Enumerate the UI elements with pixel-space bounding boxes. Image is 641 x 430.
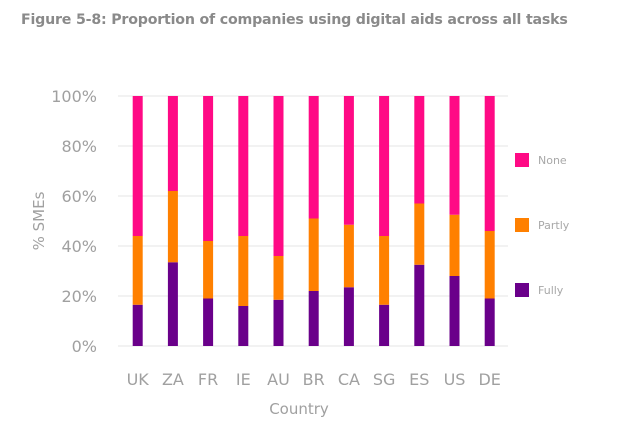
bar-stack-us (449, 96, 460, 346)
x-tick-labels: UK ZA FR IE AU BR CA SG ES US DE (127, 370, 501, 389)
x-tick-label: US (444, 370, 466, 389)
bar-segment-fully (203, 298, 214, 346)
bar-segment-fully (273, 299, 284, 346)
legend-item-partly: Partly (515, 218, 570, 232)
bar-segment-none (203, 96, 214, 241)
bars (132, 96, 495, 346)
bar-segment-fully (238, 306, 249, 346)
bar-segment-fully (414, 264, 425, 346)
bar-segment-partly (484, 231, 495, 299)
bar-segment-partly (379, 236, 390, 305)
bar-segment-fully (167, 262, 178, 346)
bar-segment-fully (449, 276, 460, 346)
bar-segment-none (484, 96, 495, 231)
bar-segment-fully (379, 304, 390, 346)
bar-segment-none (308, 96, 319, 219)
x-tick-label: CA (338, 370, 360, 389)
bar-segment-partly (167, 191, 178, 263)
x-tick-label: BR (303, 370, 325, 389)
bar-segment-fully (132, 304, 143, 346)
bar-segment-partly (449, 214, 460, 276)
bar-segment-partly (273, 256, 284, 300)
bar-stack-sg (379, 96, 390, 346)
y-tick-labels: 0% 20% 40% 60% 80% 100% (51, 87, 97, 356)
bar-stack-ca (343, 96, 354, 346)
bar-stack-ie (238, 96, 249, 346)
y-tick-label: 60% (61, 187, 97, 206)
legend-swatch-none (515, 153, 529, 167)
x-tick-label: ES (409, 370, 429, 389)
bar-segment-partly (132, 236, 143, 305)
bar-segment-partly (308, 218, 319, 291)
x-tick-label: IE (236, 370, 251, 389)
y-axis-title: % SMEs (30, 191, 48, 250)
bar-stack-br (308, 96, 319, 346)
legend-item-none: None (515, 153, 567, 167)
bar-segment-none (238, 96, 249, 236)
y-tick-label: 20% (61, 287, 97, 306)
y-tick-label: 80% (61, 137, 97, 156)
y-tick-label: 0% (72, 337, 97, 356)
bar-stack-fr (203, 96, 214, 346)
legend-item-fully: Fully (515, 283, 564, 297)
figure-title: Figure 5-8: Proportion of companies usin… (21, 12, 568, 28)
legend-label: Partly (538, 219, 570, 232)
legend-swatch-fully (515, 283, 529, 297)
bar-segment-none (167, 96, 178, 191)
bar-segment-fully (308, 291, 319, 346)
bar-segment-none (379, 96, 390, 236)
x-tick-label: DE (478, 370, 500, 389)
x-axis-title: Country (269, 400, 329, 418)
legend: None Partly Fully (515, 153, 570, 297)
legend-label: Fully (538, 284, 564, 297)
x-tick-label: ZA (162, 370, 184, 389)
bar-segment-partly (203, 241, 214, 299)
y-tick-label: 40% (61, 237, 97, 256)
bar-segment-fully (484, 298, 495, 346)
bar-segment-fully (343, 287, 354, 346)
bar-segment-none (132, 96, 143, 236)
bar-segment-none (449, 96, 460, 215)
bar-stack-au (273, 96, 284, 346)
x-tick-label: AU (267, 370, 290, 389)
x-tick-label: SG (373, 370, 396, 389)
y-tick-label: 100% (51, 87, 97, 106)
legend-swatch-partly (515, 218, 529, 232)
bar-segment-none (414, 96, 425, 204)
bar-segment-partly (238, 236, 249, 306)
bar-segment-none (343, 96, 354, 225)
bar-stack-es (414, 96, 425, 346)
bar-stack-za (167, 96, 178, 346)
bar-segment-partly (414, 203, 425, 265)
bar-stack-uk (132, 96, 143, 346)
x-tick-label: UK (127, 370, 150, 389)
x-tick-label: FR (198, 370, 218, 389)
legend-label: None (538, 154, 567, 167)
bar-stack-de (484, 96, 495, 346)
bar-segment-none (273, 96, 284, 256)
bar-segment-partly (343, 224, 354, 288)
